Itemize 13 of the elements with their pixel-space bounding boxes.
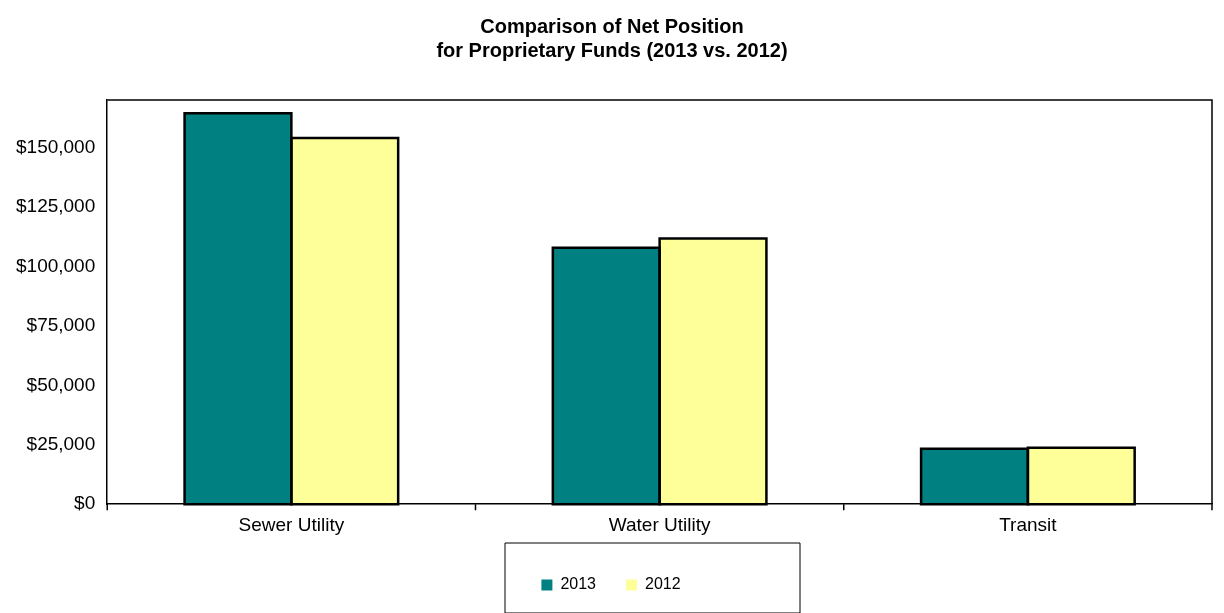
legend-label: 2013 xyxy=(560,575,597,593)
y-tick-label: $0 xyxy=(74,492,96,514)
y-tick-label: $150,000 xyxy=(16,135,96,157)
y-tick-label: $25,000 xyxy=(26,432,96,454)
chart-title: Comparison of Net Position for Proprietary Funds (2013 vs. 2012) xyxy=(435,14,789,62)
x-tick-label: Water Utility xyxy=(608,513,711,535)
y-tick-label: $50,000 xyxy=(26,373,96,395)
x-tick-label: Sewer Utility xyxy=(238,513,345,535)
y-tick-label: $125,000 xyxy=(16,195,96,217)
y-tick-label: $100,000 xyxy=(16,254,96,276)
y-tick-label: $75,000 xyxy=(26,314,96,336)
legend-label: 2012 xyxy=(645,575,681,593)
x-tick-label: Transit xyxy=(999,513,1058,535)
